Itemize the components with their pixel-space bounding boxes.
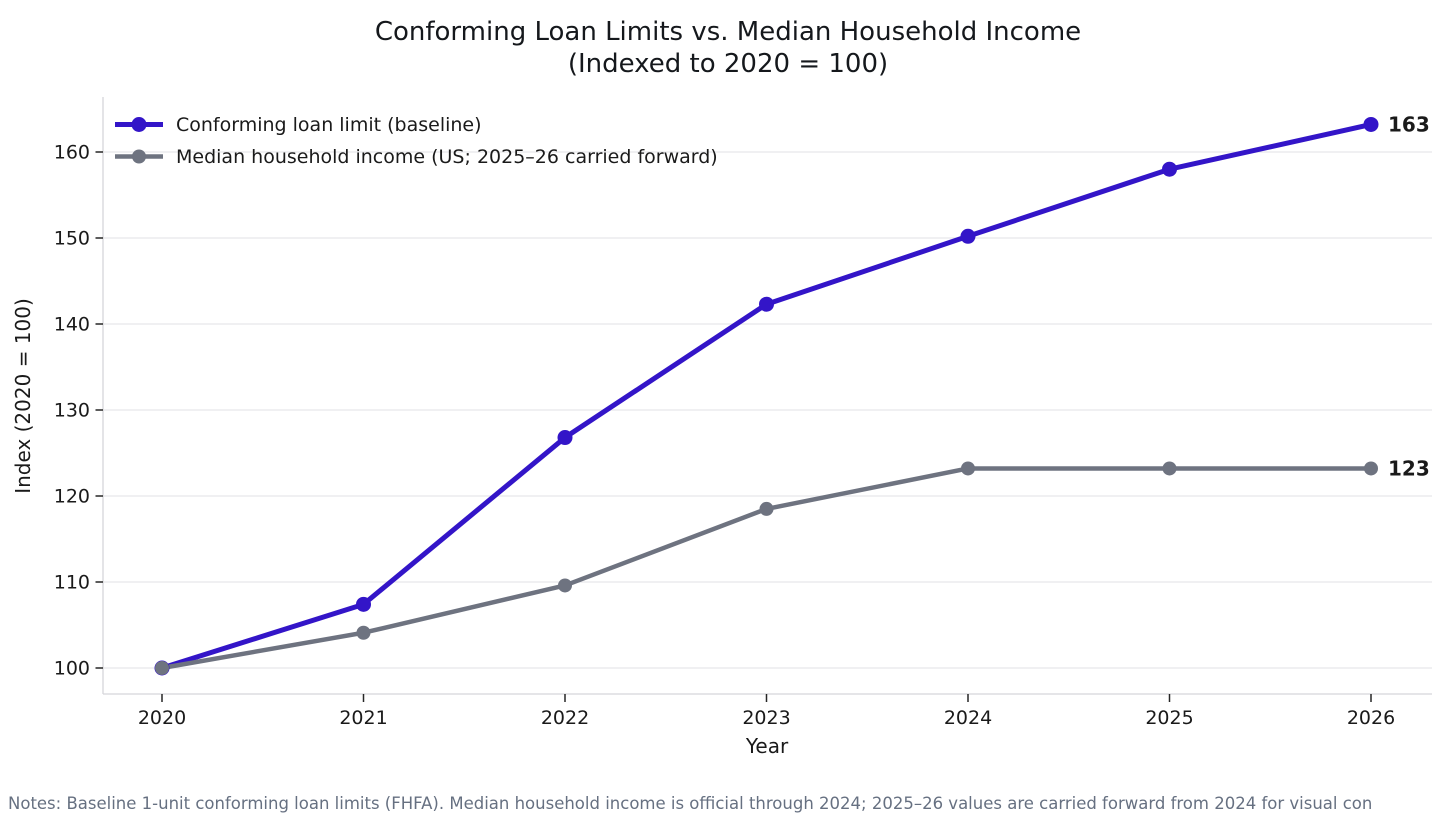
data-point-median-household-income bbox=[759, 501, 774, 516]
chart-title: Conforming Loan Limits vs. Median Househ… bbox=[374, 17, 1082, 47]
data-point-median-household-income bbox=[1162, 461, 1177, 476]
y-axis-label: Index (2020 = 100) bbox=[11, 298, 35, 494]
x-tick-label: 2024 bbox=[944, 707, 992, 729]
data-point-conforming-loan-limit bbox=[759, 296, 774, 312]
y-tick-label: 160 bbox=[54, 142, 90, 164]
x-tick-label: 2021 bbox=[339, 707, 387, 729]
x-tick-label: 2022 bbox=[541, 707, 589, 729]
x-tick-label: 2023 bbox=[742, 707, 790, 729]
legend-marker-conforming-loan-limit bbox=[131, 117, 147, 132]
chart-title-block: Conforming Loan Limits vs. Median Househ… bbox=[0, 16, 1456, 80]
legend-label-conforming-loan-limit: Conforming loan limit (baseline) bbox=[176, 114, 482, 136]
x-tick-label: 2020 bbox=[138, 707, 186, 729]
y-tick-label: 130 bbox=[54, 400, 90, 422]
data-point-median-household-income bbox=[356, 625, 371, 640]
data-point-conforming-loan-limit bbox=[1363, 116, 1379, 132]
y-tick-label: 120 bbox=[54, 486, 90, 508]
data-point-conforming-loan-limit bbox=[960, 228, 976, 244]
data-point-conforming-loan-limit bbox=[557, 430, 573, 446]
y-tick-label: 100 bbox=[54, 658, 90, 680]
data-point-median-household-income bbox=[961, 461, 975, 476]
x-tick-label: 2026 bbox=[1347, 707, 1395, 729]
end-label-median-household-income: 123 bbox=[1388, 456, 1430, 480]
data-point-conforming-loan-limit bbox=[356, 596, 371, 612]
notes-text: Notes: Baseline 1-unit conforming loan l… bbox=[8, 794, 1373, 813]
legend-marker-median-household-income bbox=[132, 149, 146, 164]
end-label-conforming-loan-limit: 163 bbox=[1388, 112, 1430, 136]
y-tick-label: 140 bbox=[54, 314, 90, 336]
legend-label-median-household-income: Median household income (US; 2025–26 car… bbox=[176, 146, 718, 168]
chart-subtitle: (Indexed to 2020 = 100) bbox=[567, 49, 889, 79]
y-tick-label: 110 bbox=[54, 572, 90, 594]
data-point-conforming-loan-limit bbox=[1162, 161, 1177, 177]
y-tick-label: 150 bbox=[54, 228, 90, 250]
series-line-conforming-loan-limit bbox=[159, 121, 1374, 671]
data-point-median-household-income bbox=[155, 661, 169, 675]
data-point-median-household-income bbox=[558, 578, 572, 593]
x-tick-label: 2025 bbox=[1145, 707, 1193, 729]
data-point-median-household-income bbox=[1364, 461, 1378, 476]
x-axis-label: Year bbox=[745, 734, 789, 758]
series-line-median-household-income bbox=[159, 466, 1374, 671]
